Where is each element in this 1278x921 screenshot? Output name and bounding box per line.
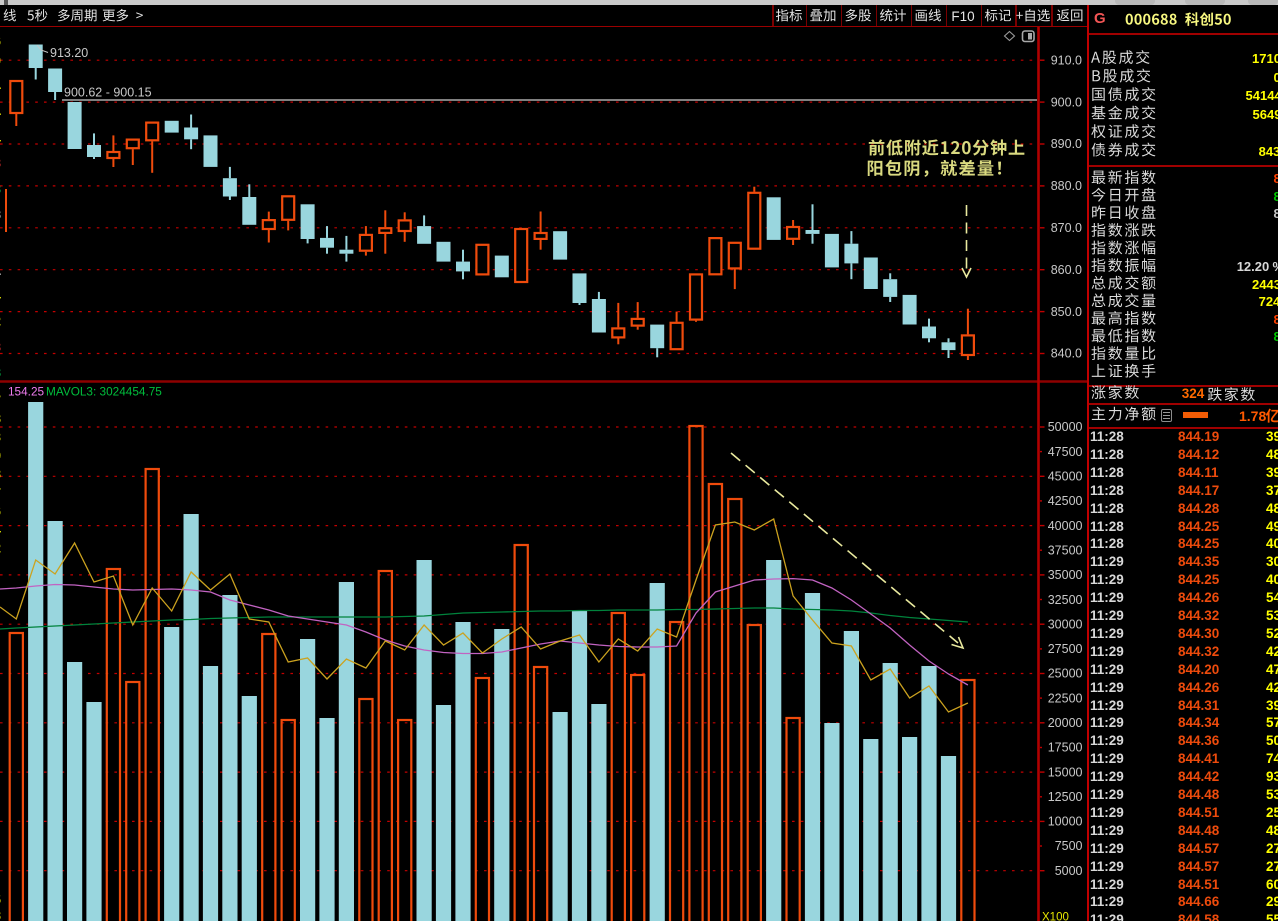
- svg-text:12500: 12500: [1048, 790, 1083, 804]
- svg-text:8: 8: [0, 340, 1, 354]
- svg-text:0: 0: [0, 54, 1, 68]
- svg-text:10000: 10000: [1048, 815, 1083, 829]
- svg-text:15000: 15000: [1048, 765, 1083, 779]
- svg-text:8: 8: [0, 208, 1, 222]
- svg-text:3: 3: [0, 431, 1, 445]
- svg-text:6: 6: [0, 34, 1, 48]
- svg-text:7500: 7500: [1055, 839, 1083, 853]
- svg-text:4: 4: [0, 105, 1, 119]
- svg-text:MAVOL3: 3024454.75: MAVOL3: 3024454.75: [46, 385, 162, 399]
- svg-text:8: 8: [0, 366, 1, 380]
- svg-text:8: 8: [0, 157, 1, 171]
- svg-text:4: 4: [0, 80, 1, 94]
- svg-text:37500: 37500: [1048, 544, 1083, 558]
- svg-text:42500: 42500: [1048, 494, 1083, 508]
- svg-text:890.0: 890.0: [1051, 137, 1082, 151]
- svg-text:4: 4: [0, 132, 1, 146]
- svg-text:50000: 50000: [1048, 420, 1083, 434]
- svg-text:900.0: 900.0: [1051, 95, 1082, 109]
- svg-text:5: 5: [0, 893, 1, 907]
- svg-text:7: 7: [0, 394, 1, 408]
- svg-text:5000: 5000: [1055, 864, 1083, 878]
- svg-text:32500: 32500: [1048, 593, 1083, 607]
- svg-text:860.0: 860.0: [1051, 263, 1082, 277]
- svg-text:880.0: 880.0: [1051, 179, 1082, 193]
- svg-text:27500: 27500: [1048, 642, 1083, 656]
- svg-text:30000: 30000: [1048, 617, 1083, 631]
- svg-text:22500: 22500: [1048, 691, 1083, 705]
- svg-text:850.0: 850.0: [1051, 305, 1082, 319]
- svg-text:154.25: 154.25: [8, 385, 45, 399]
- svg-text:8: 8: [0, 909, 1, 921]
- svg-text:900.62 - 900.15: 900.62 - 900.15: [64, 86, 152, 100]
- svg-text:35000: 35000: [1048, 568, 1083, 582]
- svg-text:25000: 25000: [1048, 667, 1083, 681]
- svg-text:910.0: 910.0: [1051, 53, 1082, 67]
- svg-text:8: 8: [0, 412, 1, 426]
- svg-text:4: 4: [0, 289, 1, 303]
- svg-text:4: 4: [0, 523, 1, 537]
- svg-text:8: 8: [0, 182, 1, 196]
- svg-text:2: 2: [0, 315, 1, 329]
- svg-text:X100: X100: [1042, 912, 1069, 921]
- svg-text:6: 6: [0, 505, 1, 519]
- svg-text:913.20: 913.20: [50, 46, 88, 60]
- svg-text:840.0: 840.0: [1051, 347, 1082, 361]
- svg-text:7: 7: [0, 486, 1, 500]
- svg-text:40000: 40000: [1048, 519, 1083, 533]
- svg-text:45000: 45000: [1048, 470, 1083, 484]
- svg-text:47500: 47500: [1048, 445, 1083, 459]
- svg-text:4: 4: [0, 265, 1, 279]
- svg-text:870.0: 870.0: [1051, 221, 1082, 235]
- svg-text:8: 8: [0, 468, 1, 482]
- svg-text:17500: 17500: [1048, 741, 1083, 755]
- svg-text:2: 2: [0, 542, 1, 556]
- svg-text:20000: 20000: [1048, 716, 1083, 730]
- svg-text:9: 9: [0, 449, 1, 463]
